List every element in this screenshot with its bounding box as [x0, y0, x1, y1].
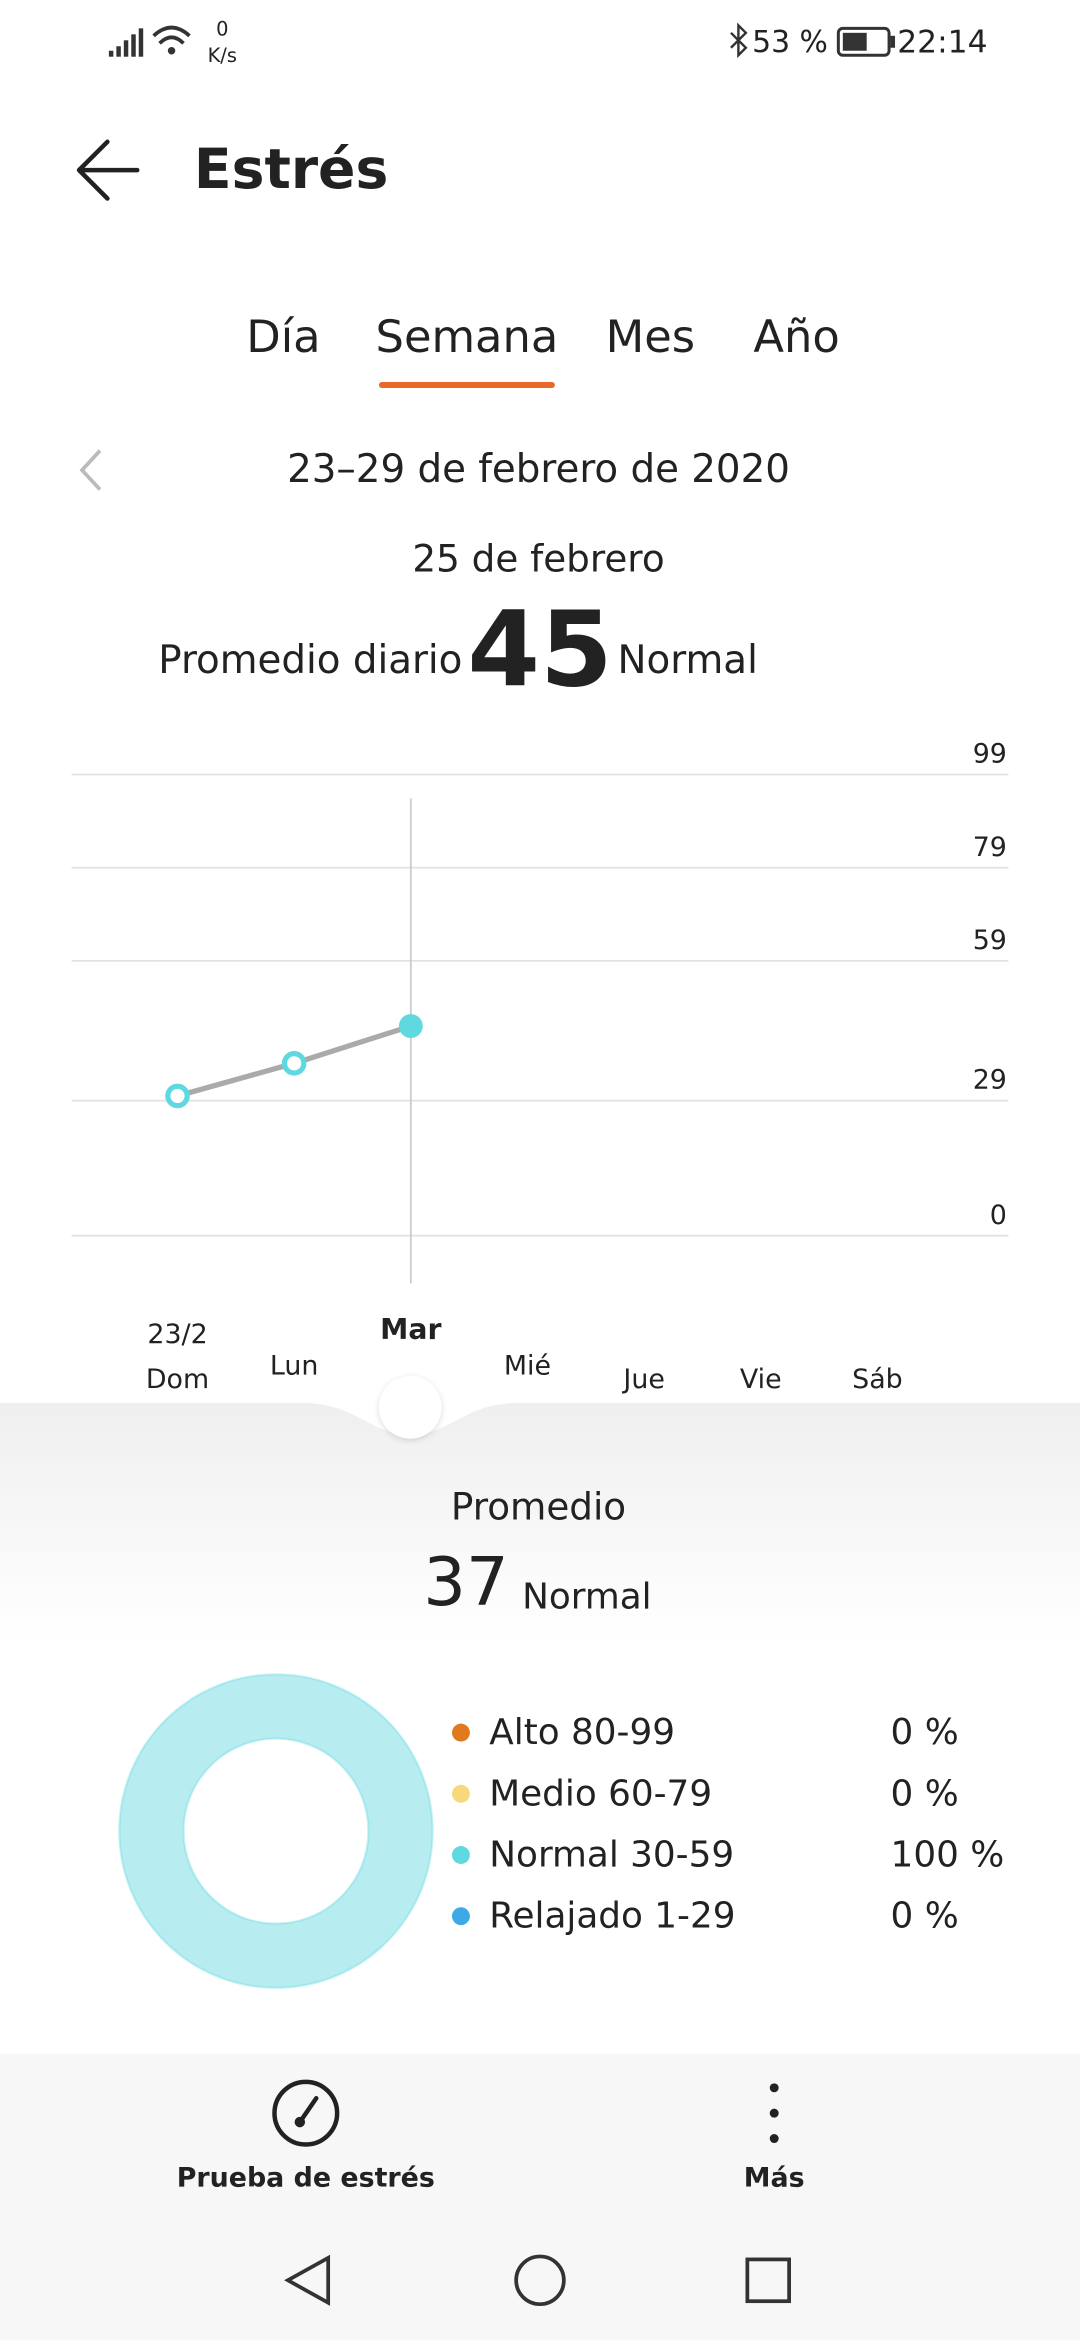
back-button[interactable] [76, 139, 140, 201]
nav-home[interactable] [514, 2254, 566, 2307]
tab-indicator [378, 382, 555, 389]
x-tick-label[interactable]: Lun [270, 1350, 319, 1381]
tab[interactable]: Año [753, 310, 839, 363]
legend-label: Normal 30-59 [489, 1834, 734, 1875]
legend-marker [451, 1846, 470, 1864]
legend-value: 0 % [891, 1896, 959, 1937]
data-point [398, 1014, 423, 1038]
data-point [165, 1083, 190, 1109]
daily-average-label: Promedio diario [158, 638, 462, 683]
y-tick-label: 0 [990, 1200, 1007, 1231]
x-tick-label[interactable]: Sáb [852, 1364, 903, 1395]
summary-value: 37 [423, 1543, 508, 1621]
summary-level: Normal [522, 1576, 652, 1617]
selector-knob[interactable] [378, 1375, 442, 1439]
stress-test-icon[interactable] [272, 2079, 340, 2147]
bottom-bar [0, 2053, 1080, 2340]
legend-marker [451, 1907, 470, 1926]
panel-background [0, 1402, 1080, 1642]
legend-label: Relajado 1-29 [489, 1896, 735, 1937]
tab-bar: Día Semana Mes Año [246, 310, 840, 389]
y-tick-label: 59 [973, 925, 1007, 956]
summary-label: Promedio [451, 1484, 626, 1528]
x-tick-label[interactable]: Jue [621, 1364, 664, 1395]
legend-value: 0 % [891, 1712, 959, 1753]
tab[interactable]: Mes [606, 310, 695, 363]
legend-value: 100 % [891, 1834, 1005, 1875]
stress-test-button[interactable]: Prueba de estrés [177, 2162, 435, 2193]
daily-average-value: 45 [467, 588, 612, 710]
network-speed: 0 [216, 17, 228, 40]
legend-marker [451, 1784, 470, 1803]
distribution-chart: Alto 80-99 0 % Medio 60-79 0 % Normal 30-59 1… [118, 1673, 1005, 1989]
battery-level: 53 % [752, 25, 828, 60]
previous-period[interactable] [79, 449, 102, 491]
selected-date: 25 de febrero [412, 537, 664, 581]
tab[interactable]: Semana [376, 310, 559, 363]
clock: 22:14 [897, 24, 987, 60]
legend-marker [451, 1723, 470, 1742]
navigation-bar [284, 2254, 791, 2307]
nav-recent[interactable] [745, 2257, 791, 2304]
pie-segment [118, 1673, 434, 1989]
status-icons [108, 22, 896, 59]
more-button[interactable]: Más [744, 2162, 805, 2193]
network-unit: K/s [208, 44, 237, 67]
x-tick-label[interactable]: Mar [380, 1313, 441, 1346]
tab[interactable]: Día [246, 310, 320, 363]
nav-back[interactable] [284, 2254, 331, 2306]
more-icon[interactable] [769, 2083, 779, 2144]
legend-value: 0 % [891, 1773, 959, 1814]
x-tick-label[interactable]: Vie [740, 1364, 782, 1395]
daily-average-level: Normal [618, 638, 758, 683]
data-point [281, 1051, 307, 1076]
page-title: Estrés [194, 138, 388, 202]
legend-label: Medio 60-79 [489, 1773, 712, 1814]
y-tick-label: 99 [973, 739, 1007, 770]
x-tick-label[interactable]: Mié [504, 1350, 551, 1381]
y-tick-label: 79 [973, 832, 1007, 863]
legend-label: Alto 80-99 [489, 1712, 675, 1753]
x-tick-label[interactable]: Dom [146, 1364, 209, 1395]
period-label: 23–29 de febrero de 2020 [287, 447, 790, 492]
week-start-label: 23/2 [147, 1319, 207, 1350]
stress-chart: 0 29 59 79 99 Dom Lun Mar Mié Jue Vie Sáb 23/2 [71, 739, 1009, 1395]
y-tick-label: 29 [973, 1065, 1007, 1096]
